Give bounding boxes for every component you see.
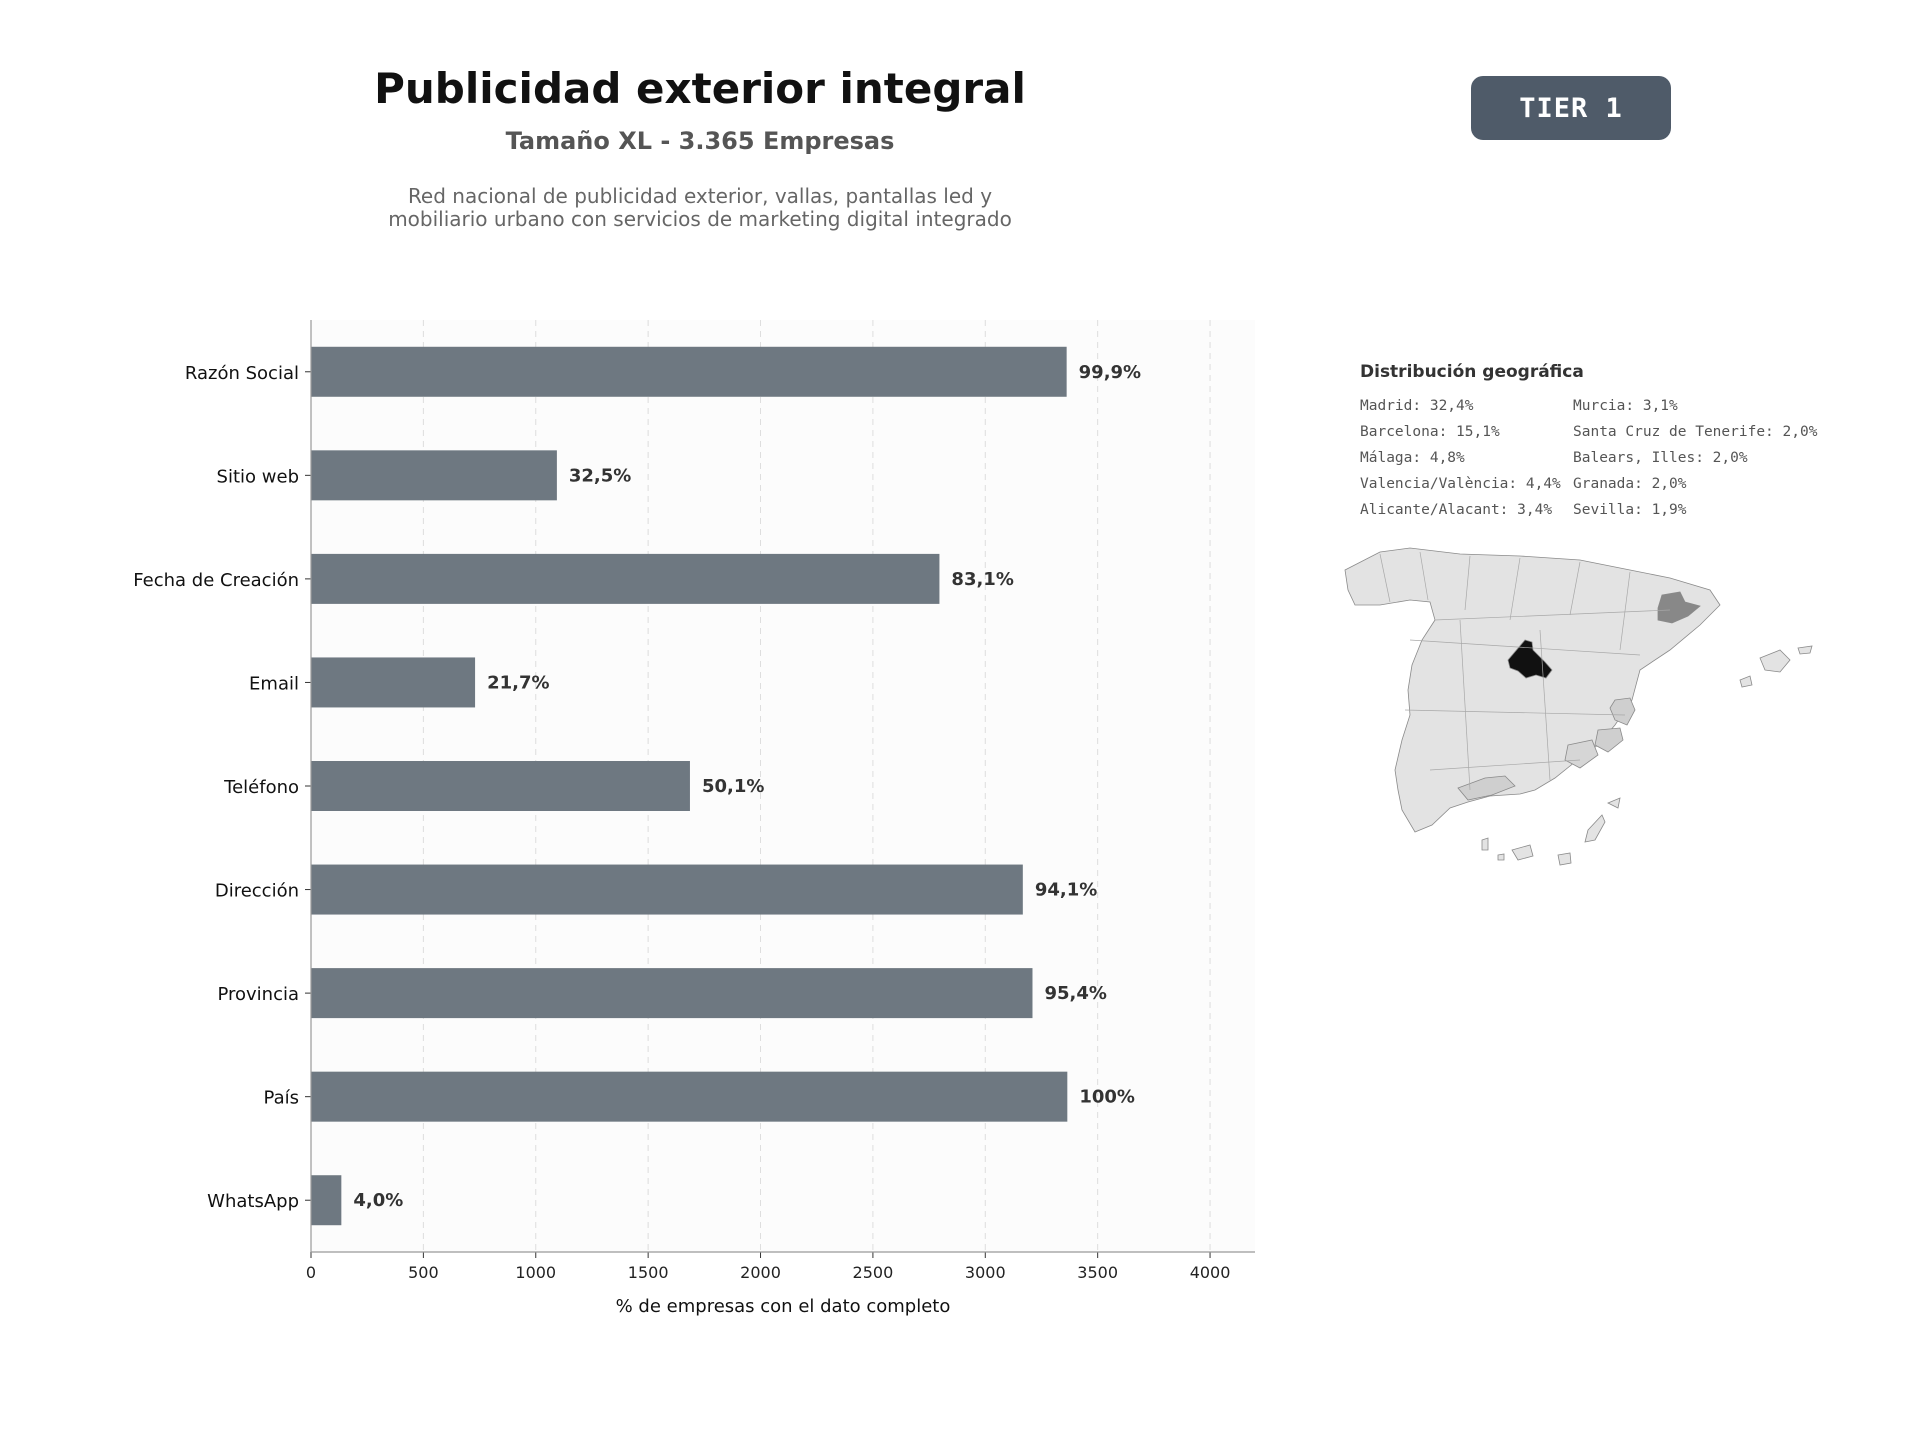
map-region-valencia	[1609, 697, 1636, 726]
geo-item: Málaga: 4,8%	[1360, 450, 1465, 466]
y-tick-label: Teléfono	[223, 777, 299, 798]
map-region-alicante	[1594, 727, 1624, 753]
chart-title: Publicidad exterior integral	[374, 64, 1026, 113]
x-tick-label: 1000	[515, 1263, 556, 1282]
completeness-bar-chart: 0 500 1000 1500 2000 2500 3000 3500 4000 Razón So…	[133, 320, 1255, 1317]
description-line-2: mobiliario urbano con servicios de marke…	[388, 207, 1012, 231]
chart-subtitle: Tamaño XL - 3.365 Empresas	[505, 127, 895, 155]
map-island-mallorca	[1759, 649, 1791, 673]
x-tick-label: 4000	[1190, 1263, 1231, 1282]
data-label: 4,0%	[353, 1190, 403, 1211]
y-tick-label: Provincia	[217, 984, 299, 1005]
chart-description: Red nacional de publicidad exterior, val…	[330, 185, 1070, 231]
map-islands	[1481, 645, 1813, 866]
map-region-madrid	[1507, 639, 1553, 679]
bar	[311, 657, 476, 708]
map-island-menorca	[1797, 645, 1813, 655]
data-label: 21,7%	[487, 672, 549, 693]
data-label: 50,1%	[702, 776, 764, 797]
bar	[311, 864, 1023, 915]
data-label: 94,1%	[1035, 880, 1097, 901]
bar	[311, 450, 557, 501]
geo-item: Alicante/Alacant: 3,4%	[1360, 502, 1553, 518]
y-tick-label: Fecha de Creación	[133, 570, 299, 591]
x-axis-label: % de empresas con el dato completo	[616, 1296, 951, 1317]
x-tick-label: 3000	[965, 1263, 1006, 1282]
x-tick-label: 2500	[853, 1263, 894, 1282]
y-tick-label: País	[264, 1088, 299, 1109]
bar	[311, 553, 940, 604]
bar	[311, 1071, 1068, 1122]
y-tick-label: WhatsApp	[207, 1191, 299, 1212]
map-island-tenerife	[1511, 844, 1534, 861]
bar	[311, 1175, 342, 1226]
map-island-ibiza	[1739, 675, 1753, 688]
map-island-gran-canaria	[1557, 852, 1572, 866]
geo-item: Murcia: 3,1%	[1573, 398, 1678, 414]
data-label: 95,4%	[1044, 983, 1106, 1004]
map-province-borders	[1379, 551, 1671, 791]
geo-item: Balears, Illes: 2,0%	[1573, 450, 1748, 466]
x-tick-label: 1500	[628, 1263, 669, 1282]
spain-province-map	[1344, 547, 1813, 866]
geo-item: Valencia/València: 4,4%	[1360, 476, 1561, 492]
geo-item: Madrid: 32,4%	[1360, 398, 1474, 414]
map-island-gomera	[1497, 853, 1505, 861]
data-label: 83,1%	[951, 569, 1013, 590]
y-tick-label: Dirección	[215, 881, 299, 902]
map-region-barcelona	[1657, 591, 1701, 624]
bar	[311, 346, 1067, 397]
description-line-1: Red nacional de publicidad exterior, val…	[407, 184, 993, 208]
x-tick-label: 3500	[1077, 1263, 1118, 1282]
x-tick-label: 2000	[740, 1263, 781, 1282]
data-label: 100%	[1079, 1087, 1135, 1108]
map-island-la-palma	[1481, 837, 1489, 851]
map-peninsula	[1344, 547, 1721, 833]
x-tick-label: 0	[306, 1263, 316, 1282]
y-tick-label: Email	[249, 673, 299, 694]
map-island-lanzarote	[1607, 797, 1621, 809]
geo-item: Santa Cruz de Tenerife: 2,0%	[1573, 424, 1818, 440]
map-region-murcia	[1564, 739, 1599, 769]
bar	[311, 761, 690, 811]
map-region-malaga	[1457, 775, 1516, 801]
y-tick-label: Sitio web	[217, 466, 299, 487]
data-label: 32,5%	[569, 465, 631, 486]
geo-item: Granada: 2,0%	[1573, 476, 1687, 492]
x-tick-label: 500	[408, 1263, 439, 1282]
y-tick-label: Razón Social	[185, 363, 299, 384]
geo-item: Barcelona: 15,1%	[1360, 424, 1500, 440]
geo-distribution-title: Distribución geográfica	[1360, 362, 1584, 382]
tier-badge: TIER 1	[1471, 76, 1671, 140]
map-island-fuerteventura	[1584, 814, 1606, 843]
data-label: 99,9%	[1079, 362, 1141, 383]
geo-item: Sevilla: 1,9%	[1573, 502, 1687, 518]
bar	[311, 968, 1033, 1019]
